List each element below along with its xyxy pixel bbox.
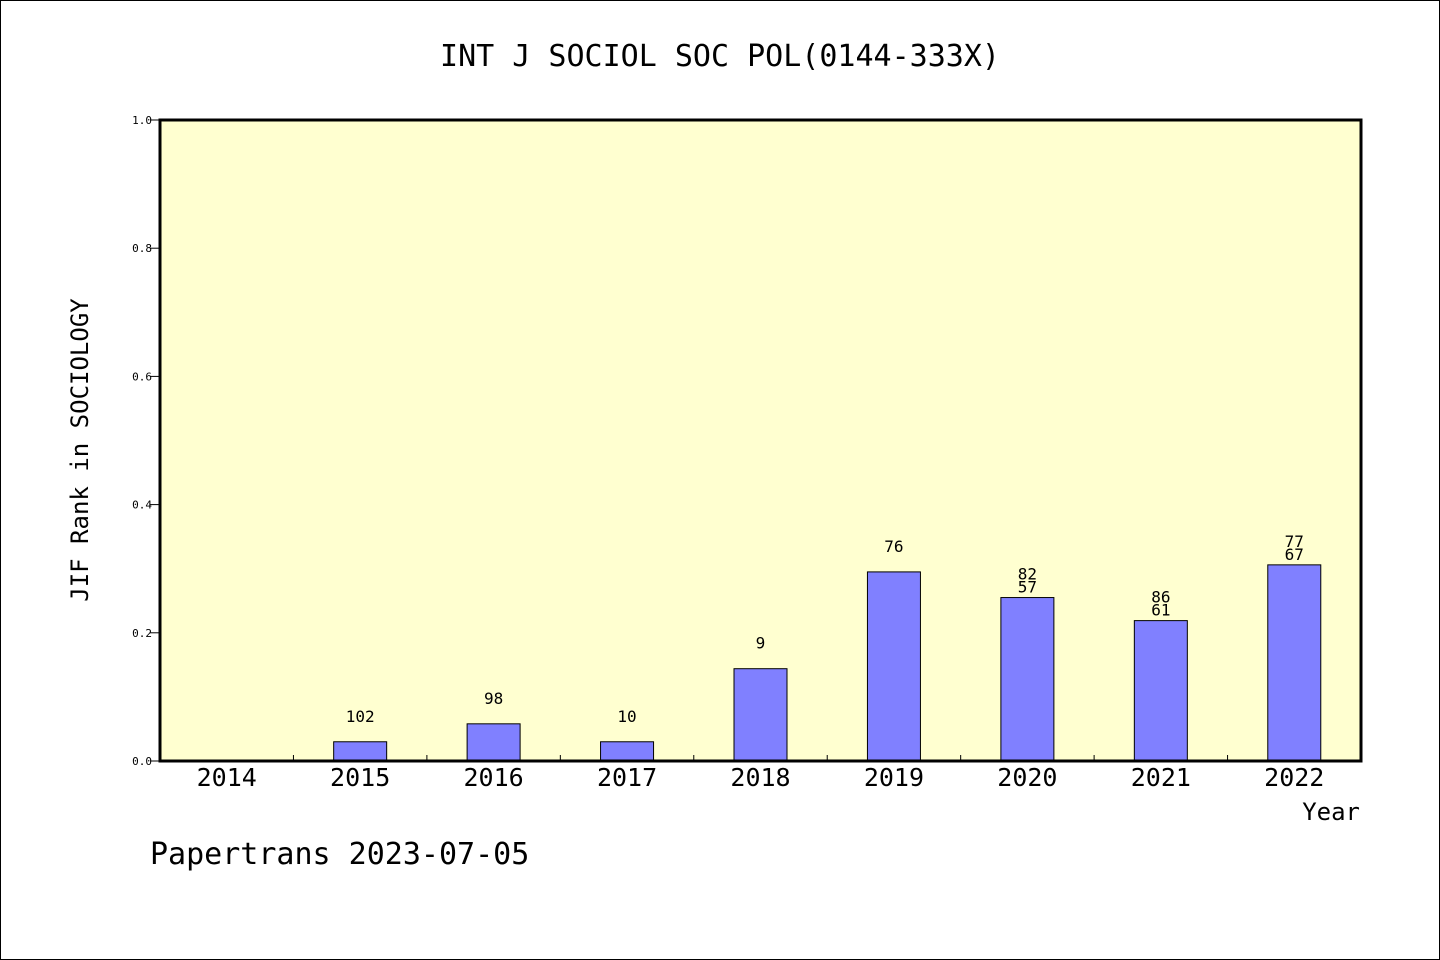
x-axis-label: Year bbox=[1302, 798, 1360, 826]
y-tick-label: 1.0 bbox=[132, 114, 152, 127]
x-tick-label: 2020 bbox=[997, 763, 1057, 792]
x-tick-label: 2018 bbox=[730, 763, 790, 792]
bar-2022 bbox=[1267, 564, 1322, 762]
x-tick-label: 2016 bbox=[464, 763, 524, 792]
x-tick-label: 2017 bbox=[597, 763, 657, 792]
bar-value-label: 57 bbox=[1018, 578, 1037, 597]
bar-2021 bbox=[1133, 620, 1188, 762]
x-axis-ticks: 2014 2015 2016 2017 2018 2019 2020 2021 2022 bbox=[197, 755, 1324, 792]
plot-border bbox=[158, 118, 1363, 763]
y-tick-label: 0.8 bbox=[132, 242, 152, 255]
y-axis-ticks: 0.0 0.2 0.4 0.6 0.8 1.0 bbox=[132, 114, 160, 768]
bars-group bbox=[333, 564, 1322, 762]
bar-value-label: 98 bbox=[484, 689, 503, 708]
bar-value-label: 61 bbox=[1151, 601, 1170, 620]
bar-value-label: 102 bbox=[346, 707, 375, 726]
x-tick-label: 2015 bbox=[330, 763, 390, 792]
bar-2020 bbox=[1000, 597, 1055, 762]
x-tick-label: 2021 bbox=[1131, 763, 1191, 792]
y-tick-label: 0.4 bbox=[132, 499, 152, 512]
bar-2016 bbox=[466, 723, 521, 762]
bar-2018 bbox=[733, 668, 788, 762]
bar-value-label: 76 bbox=[884, 537, 903, 556]
y-tick-label: 0.6 bbox=[132, 370, 152, 383]
x-tick-label: 2022 bbox=[1264, 763, 1324, 792]
bar-2015 bbox=[333, 741, 388, 762]
bar-value-label: 77 bbox=[1285, 532, 1304, 551]
footer-text: Papertrans 2023-07-05 bbox=[150, 837, 529, 872]
bar-value-label: 9 bbox=[756, 634, 766, 653]
x-tick-label: 2014 bbox=[197, 763, 257, 792]
y-tick-label: 0.2 bbox=[132, 627, 152, 640]
chart-title: INT J SOCIOL SOC POL(0144-333X) bbox=[440, 39, 1000, 74]
bar-value-label: 10 bbox=[617, 707, 636, 726]
x-tick-label: 2019 bbox=[864, 763, 924, 792]
bar-value-label: 82 bbox=[1018, 565, 1037, 584]
bar-2019 bbox=[866, 571, 921, 762]
bar-2017 bbox=[600, 741, 655, 762]
bar-value-label: 67 bbox=[1285, 545, 1304, 564]
y-axis-label: JIF Rank in SOCIOLOGY bbox=[66, 298, 94, 602]
bar-value-label: 86 bbox=[1151, 588, 1170, 607]
y-tick-label: 0.0 bbox=[132, 755, 152, 768]
